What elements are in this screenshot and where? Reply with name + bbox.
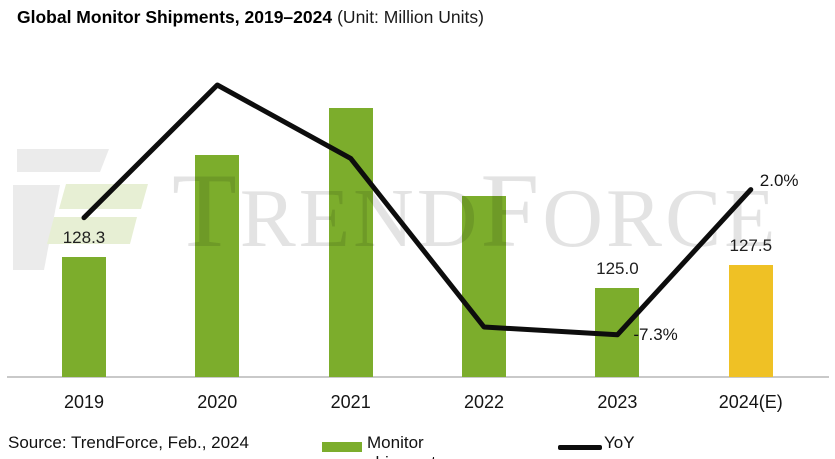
bar-2020 [195,154,240,377]
x-axis-label-2024(E): 2024(E) [718,392,783,412]
chart-title-unit-note: (Unit: Million Units) [337,7,484,27]
yoy-line [81,82,754,338]
x-axis-label-2023: 2023 [597,392,638,412]
x-axis-line [7,376,829,378]
chart-title: Global Monitor Shipments, 2019–2024 (Unit… [17,7,484,28]
source-note: Source: TrendForce, Feb., 2024 [8,433,249,452]
bar-value-label-2019: 128.3 [62,228,106,247]
bar-2019 [62,257,106,377]
legend-label-yoy: YoY [604,433,635,452]
x-axis-label-2019: 2019 [63,392,105,412]
legend-label-monitor-shipments: Monitor shipments [367,433,444,459]
bar-2022 [462,196,506,377]
watermark-letter: REND [239,172,481,265]
x-axis-label-2020: 2020 [197,392,238,412]
yoy-value-label-2024(E): 2.0% [759,170,799,190]
yoy-value-label-2023: -7.3% [633,324,678,344]
chart-title-text: Global Monitor Shipments, 2019–2024 [17,7,333,27]
bar-2024(E) [728,264,773,377]
trendforce-text-watermark: T REND F ORCE [172,158,778,264]
x-axis-label-2022: 2022 [463,392,505,412]
watermark-letter: F [480,152,543,269]
monitor-shipments-swatch-icon [322,442,362,452]
bar-value-label-2023: 125.0 [596,258,639,278]
watermark-letter: T [172,152,240,269]
watermark-letter: ORCE [542,172,779,265]
bar-value-label-2024(E): 127.5 [729,235,773,255]
x-axis-label-2021: 2021 [330,392,371,412]
yoy-line-swatch-icon [558,445,602,450]
